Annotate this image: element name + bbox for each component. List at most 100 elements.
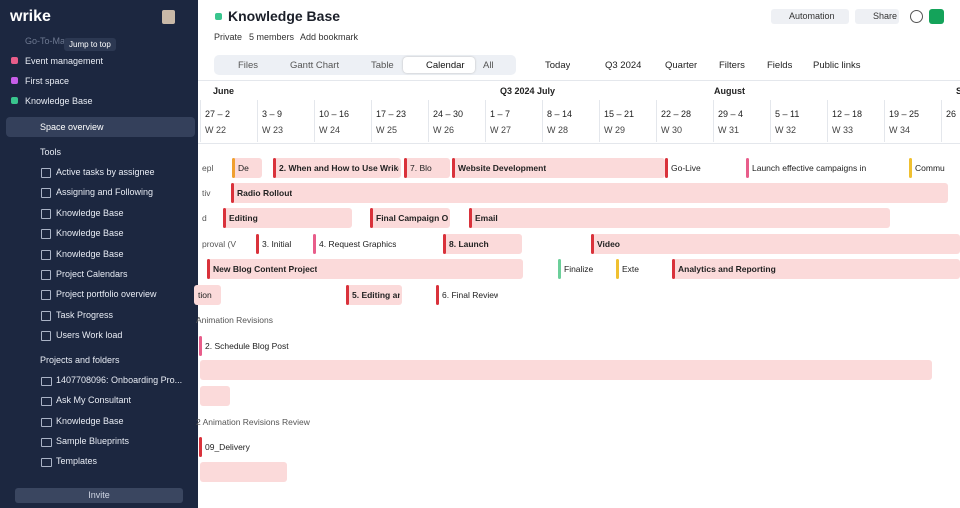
task-label[interactable]: 2 Animation Revisions Review xyxy=(196,417,310,427)
task-bar[interactable] xyxy=(469,208,890,228)
task-label[interactable]: 3. Initial xyxy=(262,239,292,249)
toolbar-item[interactable]: Q3 2024 xyxy=(605,60,642,71)
tool-item[interactable]: Project portfolio overview xyxy=(56,289,157,300)
task-label[interactable]: Analytics and Reporting xyxy=(678,264,776,274)
task-bar[interactable] xyxy=(443,234,522,254)
view-tab[interactable]: Files xyxy=(238,60,259,71)
task-accent xyxy=(436,285,439,305)
task-bar[interactable] xyxy=(273,158,401,178)
task-label[interactable]: De xyxy=(238,163,249,173)
task-label[interactable]: 5. Editing and Fo xyxy=(352,290,400,300)
tool-item[interactable]: Project Calendars xyxy=(56,269,128,279)
group-title[interactable]: Tools xyxy=(40,147,62,157)
task-label[interactable]: Website Development xyxy=(458,163,547,173)
view-tab[interactable]: Calendar xyxy=(426,60,465,71)
task-label[interactable]: 8. Launch xyxy=(449,239,489,249)
space-item[interactable]: Knowledge Base xyxy=(25,96,93,106)
group-title[interactable]: Projects and folders xyxy=(40,355,120,365)
task-label[interactable]: Finalize xyxy=(564,264,594,274)
task-accent xyxy=(404,158,407,178)
space-item[interactable]: Event management xyxy=(25,56,104,66)
task-label[interactable]: Radio Rollout xyxy=(237,188,293,198)
invite-button[interactable]: Invite xyxy=(15,488,183,503)
task-bar[interactable] xyxy=(200,360,932,380)
toolbar-item[interactable]: Quarter xyxy=(665,60,698,71)
task-bar[interactable] xyxy=(207,259,523,279)
project-item[interactable]: Sample Blueprints xyxy=(56,435,130,446)
task-label[interactable]: proval (V xyxy=(202,239,237,249)
toolbar-item[interactable]: Public links xyxy=(813,60,861,71)
task-label[interactable]: Go-Live xyxy=(671,163,701,173)
task-label[interactable]: tion xyxy=(198,290,212,300)
view-tab[interactable]: All xyxy=(483,60,494,71)
share-button[interactable]: Share xyxy=(855,9,899,24)
task-bar[interactable] xyxy=(223,208,352,228)
tool-item[interactable]: Knowledge Base xyxy=(56,248,124,259)
task-bar[interactable] xyxy=(232,158,262,178)
project-item[interactable]: Knowledge Base xyxy=(56,415,124,426)
selected-item[interactable]: Space overview xyxy=(40,122,104,132)
week-dates: 17 – 23 xyxy=(376,109,407,119)
task-label[interactable]: tiv xyxy=(202,188,211,198)
week-dates: 26 xyxy=(946,109,957,119)
add-button[interactable] xyxy=(929,9,944,24)
toolbar-item[interactable]: Fields xyxy=(767,60,793,71)
tool-item[interactable]: Knowledge Base xyxy=(56,228,124,239)
tool-item[interactable]: Users Work load xyxy=(56,330,123,341)
task-bar[interactable] xyxy=(194,285,221,305)
view-tab[interactable]: Gantt Chart xyxy=(290,60,340,71)
task-bar[interactable] xyxy=(370,208,450,228)
week-column xyxy=(314,100,372,142)
task-label[interactable]: Launch effective campaigns in xyxy=(752,163,867,173)
task-accent xyxy=(672,259,675,279)
task-accent xyxy=(346,285,349,305)
task-label[interactable]: 7. Blo xyxy=(410,163,432,173)
task-bar[interactable] xyxy=(231,183,948,203)
task-label[interactable]: Final Campaign Ov xyxy=(376,213,448,223)
task-bar[interactable] xyxy=(404,158,450,178)
task-label[interactable]: Commu xyxy=(915,163,945,173)
task-label[interactable]: d xyxy=(202,213,207,223)
tool-item[interactable]: Knowledge Base xyxy=(56,207,124,218)
task-bar[interactable] xyxy=(346,285,402,305)
task-label[interactable]: Animation Revisions xyxy=(196,315,274,325)
timeline-header xyxy=(198,80,960,144)
project-item[interactable]: Templates xyxy=(56,456,98,467)
task-label[interactable]: 6. Final Review xyxy=(442,290,498,300)
tool-icon xyxy=(41,168,51,178)
tool-item[interactable]: Active tasks by assignee xyxy=(56,167,155,177)
task-label[interactable]: epl xyxy=(202,163,214,173)
task-bar[interactable] xyxy=(200,386,230,406)
task-label[interactable]: Video xyxy=(597,239,620,249)
meta-item[interactable]: 5 members xyxy=(249,32,295,42)
space-icon xyxy=(11,57,18,64)
task-label[interactable]: 2. Schedule Blog Post xyxy=(205,341,289,351)
project-item[interactable]: Ask My Consultant xyxy=(56,395,132,406)
tool-item[interactable]: Task Progress xyxy=(56,309,114,320)
task-bar[interactable] xyxy=(200,462,287,482)
task-label[interactable]: 2. When and How to Use Wrike xyxy=(279,163,399,173)
tool-icon xyxy=(41,290,51,301)
task-label[interactable]: Email xyxy=(475,213,498,223)
space-item[interactable]: First space xyxy=(25,76,70,86)
tool-item[interactable]: Assigning and Following xyxy=(56,187,154,198)
task-label[interactable]: 4. Request Graphics xyxy=(319,239,397,249)
meta-item[interactable]: Private xyxy=(214,32,243,42)
project-item[interactable]: 1407708096: Onboarding Pro... xyxy=(56,375,183,385)
task-label[interactable]: Editing xyxy=(229,213,258,223)
view-tab[interactable]: Table xyxy=(371,60,394,71)
task-label[interactable]: Exte xyxy=(622,264,640,274)
sidebar: wrike Go-To-Ma Jump to top Event management… xyxy=(0,0,198,508)
week-column xyxy=(371,100,429,142)
task-label[interactable]: New Blog Content Project xyxy=(213,264,318,274)
task-bar[interactable] xyxy=(452,158,665,178)
meta-item[interactable]: Add bookmark xyxy=(300,32,359,42)
task-bar[interactable] xyxy=(672,259,960,279)
automation-button[interactable]: Automation xyxy=(771,9,849,24)
week-dates: 10 – 16 xyxy=(319,109,350,119)
toolbar-item[interactable]: Today xyxy=(545,60,571,71)
task-bar[interactable] xyxy=(591,234,960,254)
toolbar-item[interactable]: Filters xyxy=(719,60,745,71)
task-label[interactable]: 09_Delivery xyxy=(205,442,250,452)
folder-icon xyxy=(41,437,52,447)
